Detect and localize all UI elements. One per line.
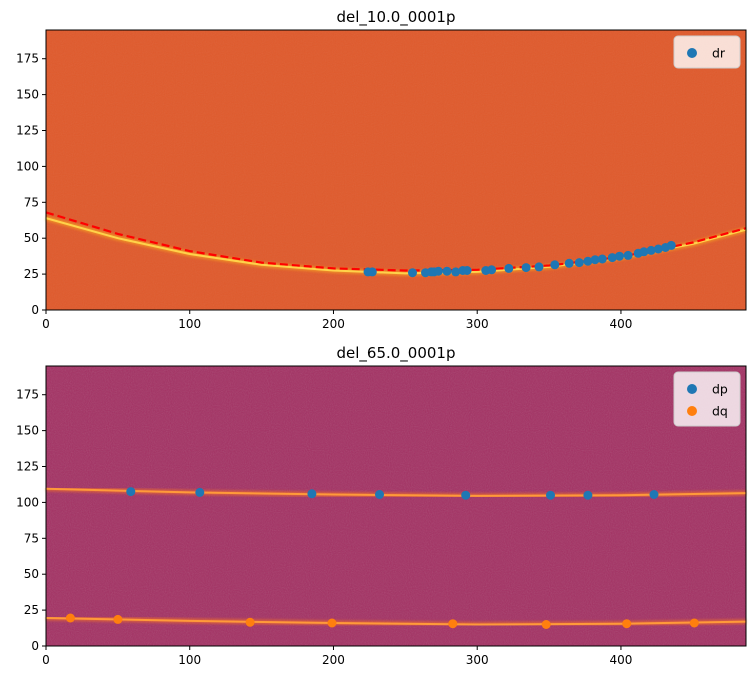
legend-marker — [687, 48, 697, 58]
x-tick-label: 0 — [42, 317, 50, 331]
legend: dr — [673, 35, 741, 69]
x-axis: 0 100 200 300 400 — [42, 646, 632, 667]
data-point-dp — [649, 490, 659, 499]
y-tick-label: 75 — [24, 195, 39, 209]
data-point-dr — [550, 260, 560, 270]
x-axis: 0 100 200 300 400 — [42, 310, 632, 331]
legend-box — [673, 371, 741, 427]
data-point-dr — [433, 266, 443, 276]
x-tick-label: 300 — [466, 317, 489, 331]
data-point-dr — [574, 258, 584, 268]
data-point-dr — [408, 268, 417, 278]
legend-label: dp — [712, 382, 728, 397]
curve-layer — [45, 486, 747, 628]
data-point-dq — [245, 617, 255, 627]
chart-title: del_65.0_0001p — [336, 344, 455, 363]
legend: dp dq — [673, 371, 741, 427]
y-tick-label: 50 — [24, 567, 39, 581]
legend-label: dr — [712, 46, 726, 61]
y-tick-label: 50 — [24, 231, 39, 245]
data-point-dr — [607, 253, 617, 263]
y-tick-label: 150 — [16, 424, 39, 438]
data-point-dr — [623, 250, 633, 260]
data-point-dr — [462, 266, 472, 275]
x-tick-label: 100 — [178, 653, 201, 667]
data-point-dr — [583, 256, 593, 266]
x-tick-label: 200 — [322, 317, 345, 331]
legend-label: dq — [712, 404, 728, 419]
arc-line — [45, 617, 747, 626]
data-point-dp — [195, 487, 205, 497]
y-tick-label: 0 — [31, 303, 39, 317]
arc-line — [45, 487, 747, 497]
data-point-dr — [597, 254, 607, 264]
y-axis: 0 25 50 75 100 125 150 175 — [16, 52, 46, 317]
data-point-dr — [646, 245, 656, 255]
data-point-dr — [504, 263, 514, 273]
legend-marker — [687, 406, 697, 416]
points-layer — [363, 240, 676, 278]
data-point-dp — [546, 490, 555, 500]
x-tick-label: 200 — [322, 653, 345, 667]
noise-texture — [46, 366, 746, 646]
y-axis: 0 25 50 75 100 125 150 175 — [16, 388, 46, 653]
y-tick-label: 125 — [16, 460, 39, 474]
data-point-dr — [590, 255, 600, 265]
data-point-dr — [521, 263, 531, 273]
data-point-dq — [541, 620, 551, 629]
data-point-dp — [126, 487, 136, 497]
x-tick-label: 0 — [42, 653, 50, 667]
x-tick-label: 100 — [178, 317, 201, 331]
legend-marker — [687, 384, 697, 394]
data-point-dr — [639, 247, 649, 257]
data-point-dr — [615, 251, 624, 261]
legend-box — [673, 35, 741, 69]
data-point-dq — [622, 619, 632, 629]
data-point-dq — [448, 619, 458, 629]
y-tick-label: 150 — [16, 88, 39, 102]
points-layer — [65, 487, 699, 629]
chart-title: del_10.0_0001p — [336, 8, 455, 27]
y-tick-label: 175 — [16, 388, 39, 402]
noise-texture — [46, 30, 746, 310]
data-point-dr — [442, 266, 452, 276]
data-point-dr — [666, 240, 676, 250]
y-tick-label: 75 — [24, 531, 39, 545]
y-tick-label: 25 — [24, 603, 39, 617]
data-point-dp — [461, 490, 471, 500]
data-point-dp — [307, 489, 317, 499]
y-tick-label: 25 — [24, 267, 39, 281]
data-point-dp — [583, 490, 593, 500]
y-tick-label: 0 — [31, 639, 39, 653]
data-point-dq — [65, 613, 75, 623]
data-point-dq — [113, 614, 123, 624]
data-point-dq — [327, 618, 337, 628]
data-point-dp — [375, 490, 384, 499]
bottom-panel: del_65.0_0001p 0 100 200 300 400 0 25 50 75 100 1… — [16, 344, 747, 667]
data-point-dr — [367, 267, 377, 277]
top-panel: del_10.0_0001p 0 100 200 300 400 0 25 50 75 100 1… — [16, 8, 747, 331]
data-point-dr — [451, 267, 461, 277]
data-point-dr — [653, 244, 663, 254]
data-point-dq — [689, 618, 699, 628]
y-tick-label: 125 — [16, 124, 39, 138]
data-point-dr — [487, 265, 497, 275]
y-tick-label: 100 — [16, 159, 39, 173]
y-tick-label: 175 — [16, 52, 39, 66]
data-point-dr — [534, 262, 544, 272]
x-tick-label: 400 — [609, 317, 632, 331]
x-tick-label: 300 — [466, 653, 489, 667]
y-tick-label: 100 — [16, 495, 39, 509]
plot-frame — [45, 29, 747, 311]
x-tick-label: 400 — [609, 653, 632, 667]
data-point-dr — [564, 258, 574, 268]
plot-frame — [45, 365, 747, 647]
